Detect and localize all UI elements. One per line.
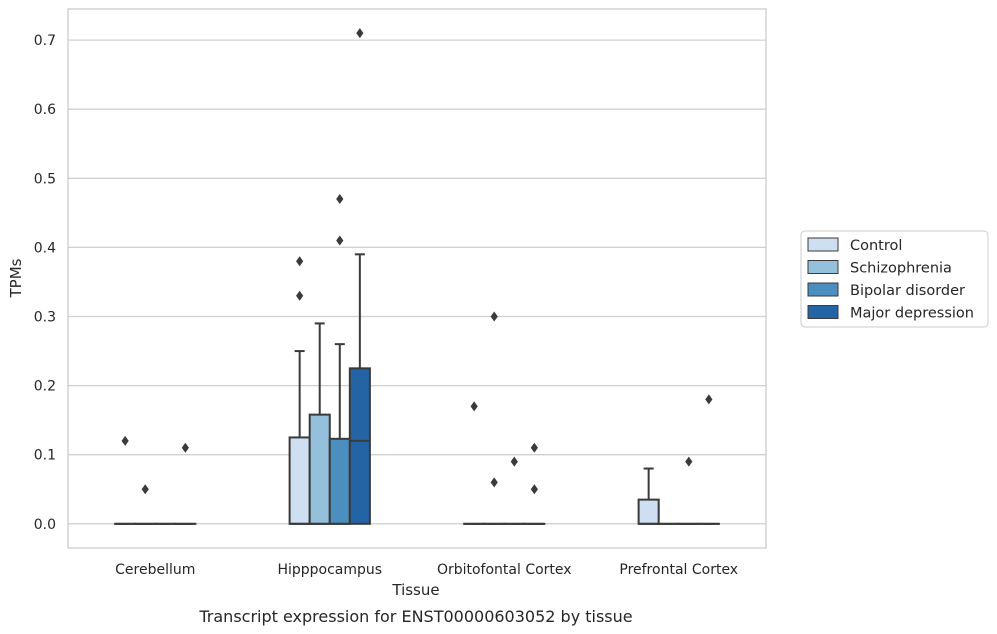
outlier-point bbox=[530, 442, 538, 453]
outlier-point bbox=[705, 394, 713, 405]
box bbox=[637, 498, 660, 525]
outlier-point bbox=[336, 194, 344, 205]
x-axis-title: Tissue bbox=[391, 581, 439, 599]
legend-label: Schizophrenia bbox=[850, 261, 952, 277]
legend-swatch bbox=[807, 282, 839, 297]
outlier-point bbox=[530, 484, 538, 495]
box bbox=[348, 367, 371, 525]
legend-swatch bbox=[807, 260, 839, 274]
x-axis-ticks: Cerebellum Hipppocampus Orbitofontal Corte… bbox=[115, 562, 738, 578]
gridlines bbox=[68, 39, 766, 525]
chart-caption: Transcript expression for ENST0000060305… bbox=[198, 607, 632, 626]
outlier-point bbox=[181, 442, 189, 453]
legend: Control Schizophrenia Bipolar disorder Majo… bbox=[800, 230, 989, 328]
outlier-point bbox=[296, 290, 304, 301]
legend-frame bbox=[800, 230, 989, 328]
legend-label: Bipolar disorder bbox=[850, 283, 965, 299]
x-tick-label: Cerebellum bbox=[115, 562, 195, 578]
outlier-point bbox=[336, 235, 344, 246]
y-tick-label: 0.4 bbox=[34, 240, 56, 256]
y-tick-label: 0.1 bbox=[34, 448, 56, 464]
x-tick-label: Hipppocampus bbox=[277, 562, 382, 578]
outlier-point bbox=[685, 456, 693, 467]
box bbox=[308, 413, 331, 525]
plot-area-frame bbox=[67, 8, 767, 549]
legend-label: Major depression bbox=[850, 306, 974, 322]
box bbox=[328, 437, 351, 525]
outlier-point bbox=[490, 477, 498, 488]
x-tick-label: Orbitofontal Cortex bbox=[437, 562, 572, 578]
legend-items: Control Schizophrenia Bipolar disorder Majo… bbox=[807, 237, 974, 322]
outlier-point bbox=[470, 401, 478, 412]
outlier-point bbox=[490, 311, 498, 322]
outlier-point bbox=[510, 456, 518, 467]
outlier-point bbox=[296, 256, 304, 267]
legend-swatch bbox=[807, 305, 839, 319]
boxes bbox=[114, 253, 720, 525]
y-tick-label: 0.5 bbox=[34, 171, 56, 187]
y-tick-label: 0.7 bbox=[34, 33, 56, 49]
y-tick-label: 0.0 bbox=[34, 517, 56, 533]
y-axis-ticks: 0.0 0.1 0.2 0.3 0.4 0.5 0.6 0.7 bbox=[34, 33, 56, 533]
box bbox=[288, 436, 311, 525]
outliers bbox=[121, 28, 713, 495]
y-axis-title: TPMs bbox=[7, 258, 25, 298]
legend-label: Control bbox=[850, 238, 902, 254]
y-tick-label: 0.3 bbox=[34, 310, 56, 326]
y-tick-label: 0.2 bbox=[34, 379, 56, 395]
outlier-point bbox=[141, 484, 149, 495]
legend-swatch bbox=[807, 237, 839, 252]
x-tick-label: Prefrontal Cortex bbox=[619, 562, 738, 578]
outlier-point bbox=[121, 435, 129, 446]
y-tick-label: 0.6 bbox=[34, 102, 56, 118]
outlier-point bbox=[356, 28, 364, 39]
